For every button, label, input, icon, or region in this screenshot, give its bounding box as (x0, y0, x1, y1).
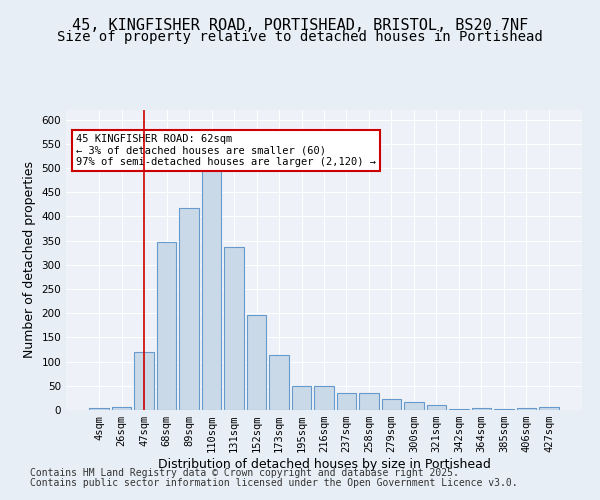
Bar (517, 408, 536, 410)
Bar (157, 242, 176, 410)
Y-axis label: Number of detached properties: Number of detached properties (23, 162, 36, 358)
Bar (314, 386, 334, 410)
Bar (202, 170, 221, 410)
Bar (539, 407, 559, 410)
Bar (269, 356, 289, 410)
Bar (224, 247, 244, 410)
Bar (337, 393, 356, 410)
Text: 45 KINGFISHER ROAD: 62sqm
← 3% of detached houses are smaller (60)
97% of semi-d: 45 KINGFISHER ROAD: 62sqm ← 3% of detach… (76, 134, 376, 167)
Bar (292, 386, 311, 410)
Bar (404, 402, 424, 410)
Text: Contains public sector information licensed under the Open Government Licence v3: Contains public sector information licen… (30, 478, 518, 488)
Text: Contains HM Land Registry data © Crown copyright and database right 2025.: Contains HM Land Registry data © Crown c… (30, 468, 459, 477)
Bar (134, 352, 154, 410)
Bar (359, 393, 379, 410)
Bar (427, 405, 446, 410)
X-axis label: Distribution of detached houses by size in Portishead: Distribution of detached houses by size … (158, 458, 490, 471)
Bar (472, 408, 491, 410)
Bar (247, 315, 266, 410)
Bar (494, 409, 514, 410)
Bar (112, 406, 131, 410)
Text: 45, KINGFISHER ROAD, PORTISHEAD, BRISTOL, BS20 7NF: 45, KINGFISHER ROAD, PORTISHEAD, BRISTOL… (72, 18, 528, 32)
Bar (382, 400, 401, 410)
Bar (179, 208, 199, 410)
Bar (89, 408, 109, 410)
Bar (449, 409, 469, 410)
Text: Size of property relative to detached houses in Portishead: Size of property relative to detached ho… (57, 30, 543, 44)
